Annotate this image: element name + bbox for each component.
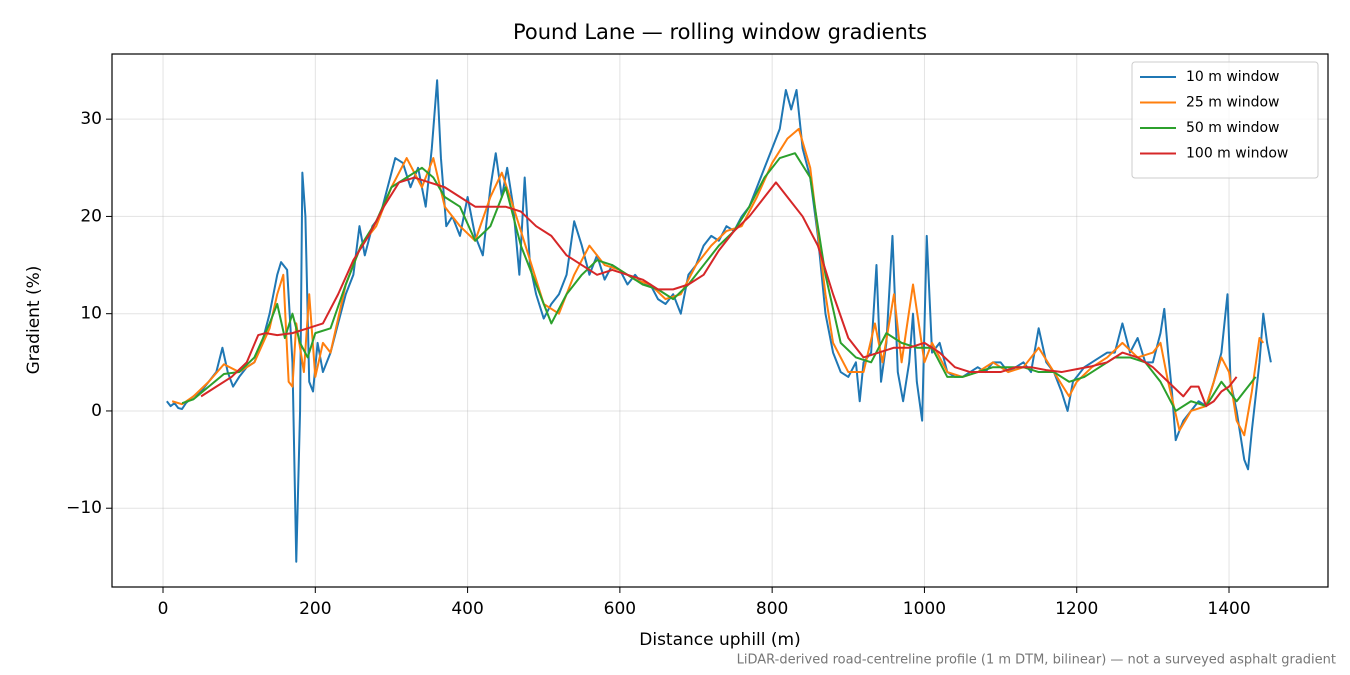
x-tick-label: 0	[158, 599, 169, 619]
x-tick-label: 600	[604, 599, 636, 619]
chart-title: Pound Lane — rolling window gradients	[513, 20, 927, 44]
x-axis-label: Distance uphill (m)	[639, 630, 800, 650]
series-line	[166, 79, 1272, 563]
series-line	[181, 152, 1257, 412]
plot-frame	[111, 53, 1329, 588]
series-line	[171, 127, 1265, 437]
x-tick-label: 200	[299, 599, 331, 619]
legend: 10 m window 25 m window 50 m window 100 m w…	[1131, 61, 1319, 179]
x-tick-label: 1400	[1207, 599, 1250, 619]
legend-label: 100 m window	[1186, 146, 1288, 162]
x-tick-label: 400	[451, 599, 483, 619]
y-tick-label: −10	[66, 498, 102, 518]
y-tick-label: 0	[91, 401, 102, 421]
x-tick-label: 1200	[1055, 599, 1098, 619]
legend-label: 10 m window	[1186, 69, 1279, 85]
y-tick-label: 10	[80, 304, 102, 324]
y-tick-label: 20	[80, 206, 102, 226]
legend-label: 50 m window	[1186, 120, 1279, 136]
series-line	[200, 176, 1238, 408]
y-axis-label: Gradient (%)	[24, 266, 44, 375]
legend-box	[1131, 61, 1319, 179]
x-tick-label: 1000	[903, 599, 946, 619]
y-tick-label: 30	[80, 109, 102, 129]
legend-label: 25 m window	[1186, 95, 1279, 111]
footnote: LiDAR-derived road-centreline profile (1…	[737, 653, 1336, 668]
x-tick-label: 800	[756, 599, 788, 619]
